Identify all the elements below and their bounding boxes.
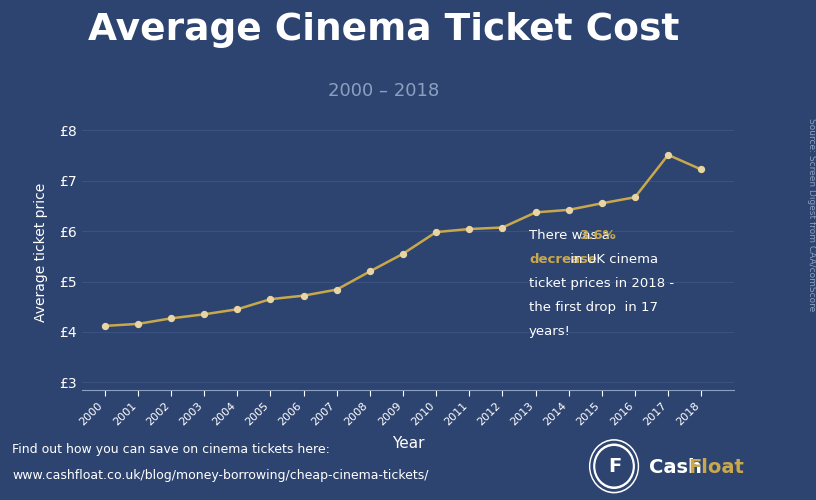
Text: years!: years! xyxy=(529,326,571,338)
Text: in UK cinema: in UK cinema xyxy=(566,253,659,266)
Point xyxy=(197,310,211,318)
Point xyxy=(297,292,310,300)
Text: decrease: decrease xyxy=(529,253,596,266)
Circle shape xyxy=(590,440,638,492)
Text: Float: Float xyxy=(688,458,743,477)
Point xyxy=(264,295,277,303)
Point xyxy=(165,314,178,322)
Text: Source: Screen Digest from CAA/comScore: Source: Screen Digest from CAA/comScore xyxy=(806,118,816,312)
Text: ticket prices in 2018 -: ticket prices in 2018 - xyxy=(529,277,674,290)
Text: Average Cinema Ticket Cost: Average Cinema Ticket Cost xyxy=(88,12,679,49)
Y-axis label: Average ticket price: Average ticket price xyxy=(34,183,48,322)
Point xyxy=(231,306,244,314)
Point xyxy=(529,208,542,216)
Point xyxy=(463,225,476,233)
Point xyxy=(397,250,410,258)
Point xyxy=(430,228,443,236)
Text: Find out how you can save on cinema tickets here:: Find out how you can save on cinema tick… xyxy=(12,442,330,456)
Point xyxy=(98,322,111,330)
Text: Cash: Cash xyxy=(649,458,702,477)
Circle shape xyxy=(596,446,632,486)
Text: the first drop  in 17: the first drop in 17 xyxy=(529,301,658,314)
Point xyxy=(496,224,509,232)
Text: There was a: There was a xyxy=(529,228,614,241)
Point xyxy=(363,268,376,276)
Point xyxy=(562,206,575,214)
Point xyxy=(662,151,675,159)
Point xyxy=(330,286,344,294)
Point xyxy=(596,200,609,207)
Text: www.cashfloat.co.uk/blog/money-borrowing/cheap-cinema-tickets/: www.cashfloat.co.uk/blog/money-borrowing… xyxy=(12,469,428,482)
Point xyxy=(131,320,144,328)
Point xyxy=(628,193,641,201)
Text: F: F xyxy=(609,457,622,476)
Text: 3.6%: 3.6% xyxy=(579,228,616,241)
X-axis label: Year: Year xyxy=(392,436,424,451)
Text: 2000 – 2018: 2000 – 2018 xyxy=(328,82,439,100)
Point xyxy=(694,166,707,173)
